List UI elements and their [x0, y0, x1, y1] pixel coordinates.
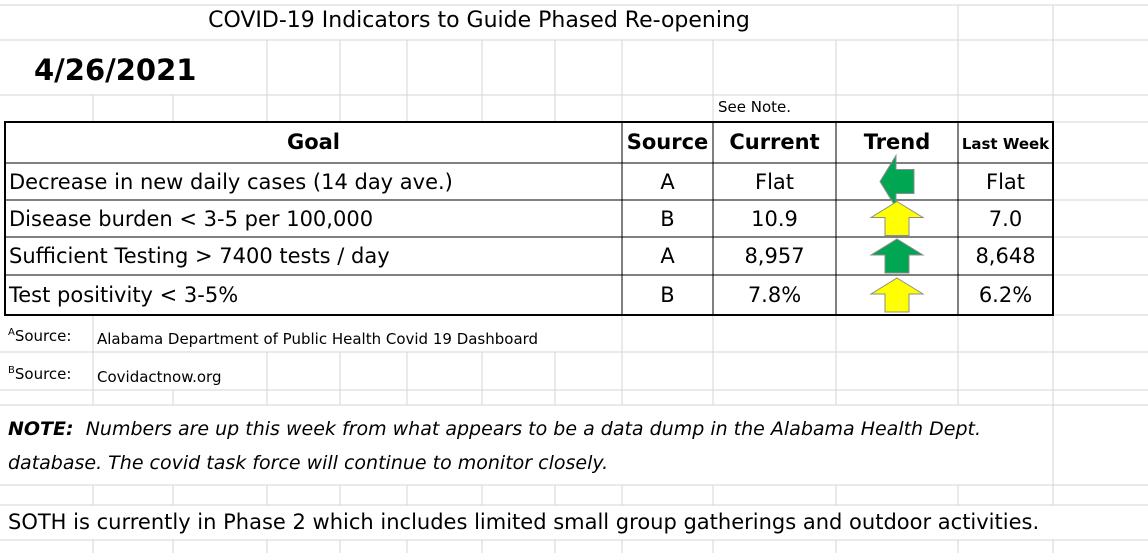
last-week: 8,648: [975, 244, 1036, 268]
source: B: [660, 206, 675, 231]
last-week: 6.2%: [978, 283, 1033, 307]
table-border: [4, 121, 1054, 316]
trend-arrow: [869, 277, 925, 313]
date: 4/26/2021: [34, 53, 197, 87]
goal: Decrease in new daily cases (14 day ave.…: [9, 169, 453, 194]
note-label: NOTE:: [8, 418, 74, 440]
last-week: 7.0: [988, 206, 1023, 231]
source-label: Source:: [14, 327, 72, 345]
source: B: [660, 283, 675, 307]
goal: Test positivity < 3-5%: [9, 283, 239, 307]
goal: Disease burden < 3-5 per 100,000: [9, 206, 374, 231]
current: 10.9: [751, 206, 798, 231]
source-a: ASource:: [8, 328, 71, 344]
header-last-week: Last Week: [961, 135, 1050, 153]
source-text: Covidactnow.org: [97, 368, 222, 386]
current: Flat: [754, 169, 795, 194]
trend-arrow: [869, 238, 925, 274]
header-goal: Goal: [286, 130, 341, 154]
see-note: See Note.: [718, 98, 792, 116]
source-text: Alabama Department of Public Health Covi…: [97, 330, 539, 348]
source: A: [660, 169, 675, 194]
trend-arrow: [869, 200, 925, 236]
header-current: Current: [729, 130, 820, 154]
note-text: Numbers are up this week from what appea…: [8, 418, 982, 474]
header-trend: Trend: [863, 130, 931, 154]
source-label: Source:: [14, 365, 72, 383]
last-week: Flat: [985, 169, 1026, 194]
source-marker: B: [8, 365, 15, 376]
note: NOTE: Numbers are up this week from what…: [8, 412, 1018, 480]
current: 7.8%: [747, 283, 802, 307]
title: COVID-19 Indicators to Guide Phased Re-o…: [208, 8, 750, 33]
source-b: BSource:: [8, 366, 71, 382]
source-marker: A: [8, 327, 15, 338]
header-source: Source: [626, 130, 709, 154]
goal: Sufficient Testing > 7400 tests / day: [9, 244, 390, 268]
footer: SOTH is currently in Phase 2 which inclu…: [8, 510, 1040, 534]
current: 8,957: [744, 244, 805, 268]
source: A: [660, 244, 675, 268]
